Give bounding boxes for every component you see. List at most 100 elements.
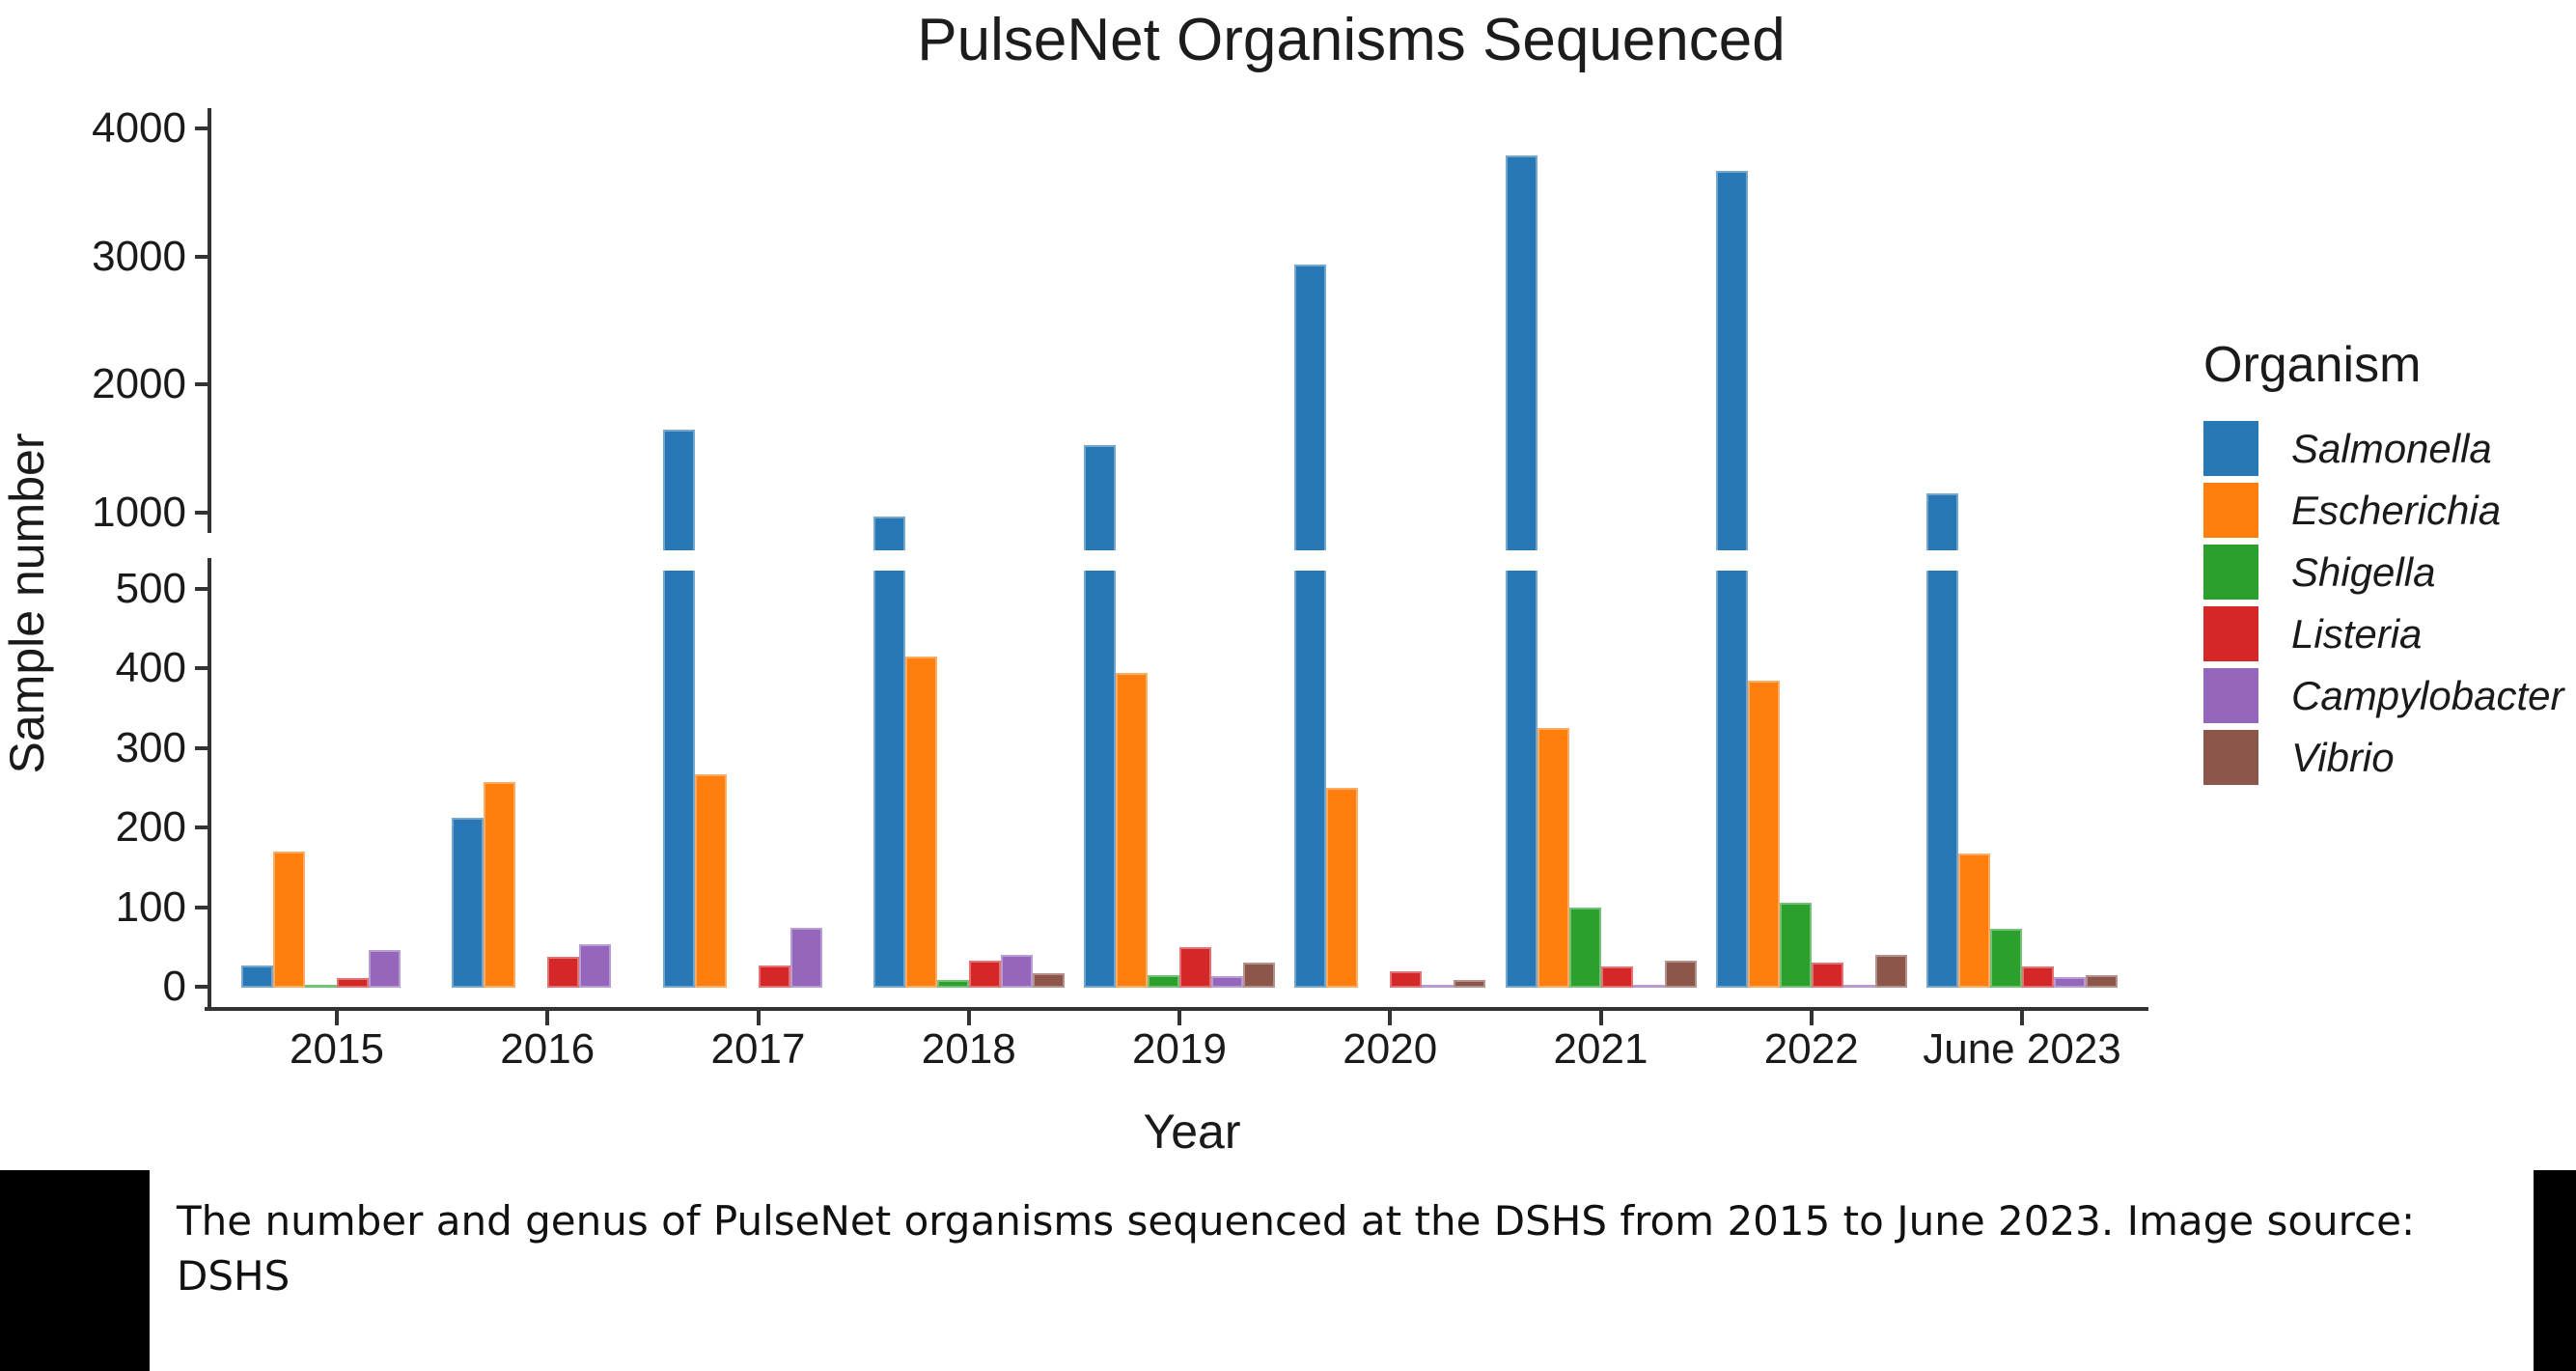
bar-2016-campylobacter <box>579 943 612 988</box>
bar-2019-campylobacter <box>1211 976 1243 988</box>
bar-2018-vibrio <box>1032 972 1065 988</box>
bar-2021-listeria <box>1600 965 1633 988</box>
y-tick-label: 300 <box>115 723 186 771</box>
bar-2020-listeria <box>1390 970 1423 988</box>
caption-band: The number and genus of PulseNet organis… <box>0 1170 2576 1371</box>
legend-item-vibrio: Vibrio <box>2203 730 2563 785</box>
y-tick-label: 4000 <box>92 104 186 152</box>
x-tick-mark <box>1598 1011 1603 1025</box>
bar-2021-shigella <box>1568 907 1601 988</box>
x-tick-label-2020: 2020 <box>1343 1025 1438 1073</box>
bar-2018-listeria <box>968 960 1001 988</box>
y-tick-mark <box>195 126 208 130</box>
bar-2021-campylobacter <box>1632 984 1665 988</box>
x-tick-label-2018: 2018 <box>921 1025 1016 1073</box>
x-axis-line <box>205 1007 2148 1011</box>
x-tick-mark <box>2020 1011 2024 1025</box>
x-tick-label-2017: 2017 <box>710 1025 806 1073</box>
axis-break-gap <box>1714 550 1749 571</box>
y-tick-mark <box>195 382 208 387</box>
bar-2021-vibrio <box>1664 960 1697 988</box>
bar-2016-salmonella <box>452 818 485 988</box>
bar-june-2023-escherichia <box>1958 853 1990 988</box>
y-tick-mark <box>195 825 208 830</box>
bar-2017-listeria <box>758 965 790 988</box>
x-tick-mark <box>756 1011 761 1025</box>
axis-break-gap <box>1083 550 1117 571</box>
x-tick-mark <box>1177 1011 1181 1025</box>
legend-swatch-listeria <box>2203 606 2258 661</box>
y-tick-mark <box>195 511 208 515</box>
legend-item-salmonella: Salmonella <box>2203 421 2563 476</box>
bar-2016-escherichia <box>484 782 516 988</box>
chart-title: PulseNet Organisms Sequenced <box>917 7 1786 73</box>
y-tick-mark <box>195 587 208 591</box>
bar-2021-salmonella <box>1505 154 1537 988</box>
bar-2018-shigella <box>936 980 969 988</box>
bar-2022-salmonella <box>1715 170 1748 988</box>
legend-label: Escherichia <box>2291 487 2502 533</box>
bar-june-2023-salmonella <box>1926 493 1958 988</box>
x-tick-label-2016: 2016 <box>500 1025 596 1073</box>
legend-items: Salmonella Escherichia Shigella Listeria Cam… <box>2203 421 2563 785</box>
x-tick-label-2021: 2021 <box>1553 1025 1648 1073</box>
bar-2022-shigella <box>1779 903 1812 988</box>
bar-2019-salmonella <box>1084 444 1116 988</box>
x-tick-label-2015: 2015 <box>290 1025 384 1073</box>
bar-june-2023-vibrio <box>2086 974 2118 988</box>
x-tick-mark <box>966 1011 971 1025</box>
bar-2019-shigella <box>1148 974 1179 988</box>
bar-june-2023-listeria <box>2022 966 2054 988</box>
legend-label: Vibrio <box>2291 734 2395 780</box>
y-tick-mark <box>195 905 208 909</box>
bar-2015-escherichia <box>273 851 305 988</box>
bar-2016-listeria <box>547 956 580 988</box>
x-axis-title: Year <box>1143 1105 1241 1159</box>
bar-2015-campylobacter <box>369 950 401 988</box>
bar-2020-campylobacter <box>1422 984 1454 988</box>
caption-box: The number and genus of PulseNet organis… <box>150 1170 2534 1371</box>
y-tick-label: 3000 <box>92 232 186 280</box>
y-tick-label: 500 <box>115 565 186 612</box>
bar-2018-salmonella <box>873 516 905 988</box>
y-tick-mark <box>195 254 208 259</box>
bar-2018-campylobacter <box>1000 955 1033 988</box>
axis-break-gap <box>661 550 696 571</box>
bar-2022-campylobacter <box>1842 984 1875 988</box>
y-tick-label: 200 <box>115 803 186 852</box>
bar-2015-shigella <box>305 984 337 988</box>
y-tick-label: 400 <box>115 644 186 692</box>
y-tick-mark <box>195 985 208 989</box>
bar-2022-listeria <box>1811 963 1843 988</box>
bar-2018-escherichia <box>904 657 937 988</box>
legend-swatch-vibrio <box>2203 730 2258 785</box>
x-tick-mark <box>545 1011 550 1025</box>
axis-break-gap <box>872 550 906 571</box>
bar-2017-escherichia <box>694 773 727 988</box>
bar-2020-vibrio <box>1454 980 1486 988</box>
axis-break-gap <box>1504 550 1538 571</box>
bar-2021-escherichia <box>1537 728 1569 988</box>
legend-label: Shigella <box>2291 548 2436 595</box>
legend-swatch-salmonella <box>2203 421 2258 476</box>
y-axis-line-lower-segment <box>208 558 211 1009</box>
x-tick-mark <box>1388 1011 1393 1025</box>
legend-label: Campylobacter <box>2291 672 2564 718</box>
bar-2015-salmonella <box>241 965 273 988</box>
legend-item-escherichia: Escherichia <box>2203 483 2563 538</box>
axis-break-gap <box>1925 550 1959 571</box>
y-tick-mark <box>195 745 208 750</box>
caption-text: The number and genus of PulseNet organis… <box>177 1197 2416 1300</box>
bar-june-2023-campylobacter <box>2054 977 2086 988</box>
bar-2020-salmonella <box>1294 264 1327 988</box>
bar-2019-listeria <box>1179 946 1211 988</box>
legend-item-listeria: Listeria <box>2203 606 2563 661</box>
bar-june-2023-shigella <box>1990 928 2022 988</box>
legend-swatch-campylobacter <box>2203 668 2258 723</box>
bar-2022-escherichia <box>1747 680 1780 988</box>
bar-2017-campylobacter <box>789 928 822 988</box>
bar-2020-escherichia <box>1326 788 1359 988</box>
x-tick-label-2019: 2019 <box>1132 1025 1227 1073</box>
y-tick-label: 0 <box>162 963 186 1010</box>
x-tick-label-june-2023: June 2023 <box>1923 1025 2121 1073</box>
